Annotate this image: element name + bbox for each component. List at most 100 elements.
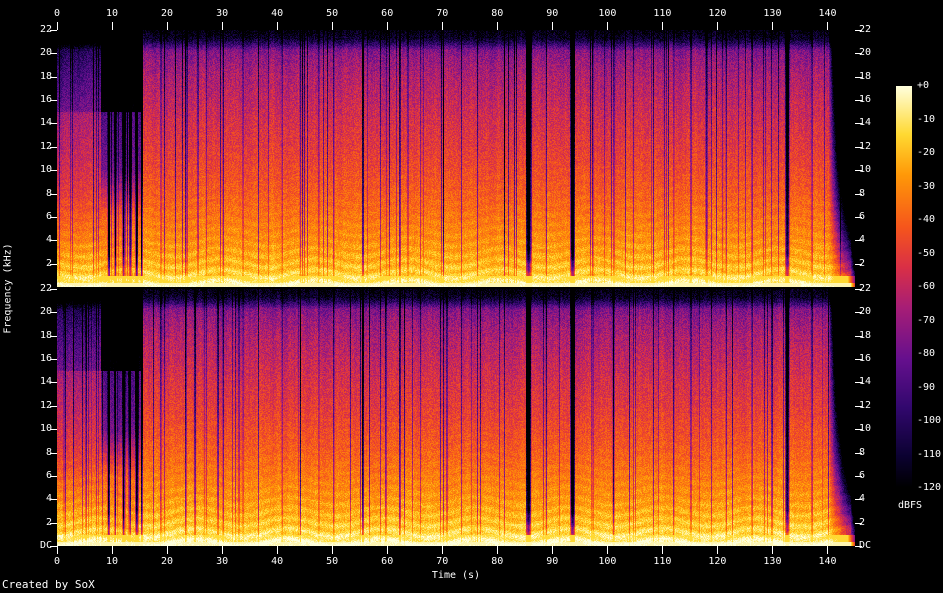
x-tick-mark <box>552 22 554 30</box>
y-tick-label: 6 <box>859 469 866 481</box>
colorbar-tick-label: +0 <box>917 80 930 91</box>
y-tick-mark <box>50 216 57 218</box>
x-tick-label: 100 <box>598 8 617 19</box>
x-tick-label: 140 <box>818 556 837 567</box>
y-tick-label: 16 <box>39 94 52 106</box>
y-tick-mark <box>855 359 862 361</box>
x-tick-label: 50 <box>326 8 339 19</box>
x-tick-label: 130 <box>763 8 782 19</box>
x-tick-mark <box>772 546 774 554</box>
x-tick-mark <box>827 546 829 554</box>
x-tick-mark <box>772 22 774 30</box>
x-tick-label: 120 <box>708 8 727 19</box>
y-tick-label: 20 <box>39 47 52 59</box>
x-tick-label: 110 <box>653 556 672 567</box>
y-tick-label: 22 <box>859 283 872 294</box>
y-tick-mark <box>855 289 862 290</box>
y-tick-mark <box>50 53 57 55</box>
y-tick-label: 22 <box>39 24 52 35</box>
x-tick-mark <box>827 22 829 30</box>
y-tick-label: 8 <box>859 187 866 199</box>
y-tick-mark <box>50 193 57 195</box>
y-tick-mark <box>50 546 57 547</box>
x-tick-mark <box>662 22 664 30</box>
x-tick-mark <box>332 22 334 30</box>
y-tick-label: 12 <box>859 140 872 152</box>
y-tick-label: 2 <box>859 516 866 528</box>
y-tick-label: 6 <box>45 210 52 222</box>
x-tick-label: 30 <box>216 556 229 567</box>
x-tick-mark <box>662 546 664 554</box>
y-tick-label: 10 <box>39 164 52 176</box>
x-tick-mark <box>387 546 389 554</box>
colorbar-title: dBFS <box>898 500 923 511</box>
x-tick-label: 90 <box>546 8 559 19</box>
colorbar-tick-label: -10 <box>917 113 936 125</box>
y-tick-label: 8 <box>45 187 52 199</box>
x-tick-mark <box>222 22 224 30</box>
y-tick-label: 8 <box>45 446 52 458</box>
y-tick-mark <box>50 146 57 148</box>
y-tick-label: 14 <box>39 117 52 129</box>
colorbar-tick-label: -70 <box>917 314 936 326</box>
y-tick-label: 10 <box>859 423 872 435</box>
x-tick-label: 60 <box>381 556 394 567</box>
y-tick-mark <box>50 405 57 407</box>
y-tick-label: 4 <box>45 234 52 246</box>
y-tick-label: 20 <box>859 47 872 59</box>
x-tick-label: 110 <box>653 8 672 19</box>
x-tick-mark <box>277 546 279 554</box>
y-tick-label: 16 <box>859 353 872 365</box>
x-tick-mark <box>607 22 609 30</box>
x-tick-mark <box>442 546 444 554</box>
x-tick-label: 10 <box>106 8 119 19</box>
x-tick-label: 40 <box>271 8 284 19</box>
x-tick-label: 60 <box>381 8 394 19</box>
y-tick-mark <box>855 522 862 524</box>
colorbar-tick-label: -110 <box>917 448 942 460</box>
x-tick-mark <box>167 546 169 554</box>
y-tick-mark <box>50 76 57 78</box>
y-tick-label: DC <box>859 540 872 551</box>
x-tick-label: 50 <box>326 556 339 567</box>
y-tick-mark <box>855 216 862 218</box>
y-tick-mark <box>50 123 57 125</box>
y-tick-label: 20 <box>859 306 872 318</box>
x-tick-label: 40 <box>271 556 284 567</box>
y-tick-mark <box>855 499 862 501</box>
x-tick-label: 20 <box>161 8 174 19</box>
x-tick-mark <box>277 22 279 30</box>
y-tick-mark <box>855 170 862 172</box>
y-tick-mark <box>50 335 57 337</box>
x-tick-label: 140 <box>818 8 837 19</box>
x-tick-mark <box>717 22 719 30</box>
y-tick-mark <box>50 170 57 172</box>
x-tick-label: 90 <box>546 556 559 567</box>
y-tick-label: 22 <box>859 24 872 35</box>
y-tick-label: 18 <box>859 70 872 82</box>
y-tick-label: 12 <box>859 399 872 411</box>
y-tick-mark <box>50 263 57 265</box>
x-tick-mark <box>717 546 719 554</box>
colorbar-tick-label: -20 <box>917 147 936 158</box>
y-tick-mark <box>855 452 862 454</box>
y-tick-mark <box>855 263 862 265</box>
x-tick-mark <box>112 546 114 554</box>
y-tick-mark <box>855 429 862 431</box>
x-tick-mark <box>607 546 609 554</box>
y-tick-mark <box>50 359 57 361</box>
y-tick-mark <box>50 452 57 454</box>
x-tick-mark <box>497 546 499 554</box>
y-tick-label: 10 <box>859 164 872 176</box>
y-tick-mark <box>855 100 862 102</box>
x-tick-mark <box>167 22 169 30</box>
y-tick-mark <box>855 312 862 314</box>
y-tick-mark <box>855 240 862 242</box>
colorbar-tick-label: -40 <box>917 214 936 225</box>
x-axis-title: Time (s) <box>431 570 481 581</box>
y-tick-label: 16 <box>859 94 872 106</box>
colorbar-gradient <box>896 86 912 488</box>
x-tick-mark <box>442 22 444 30</box>
y-tick-mark <box>855 475 862 477</box>
